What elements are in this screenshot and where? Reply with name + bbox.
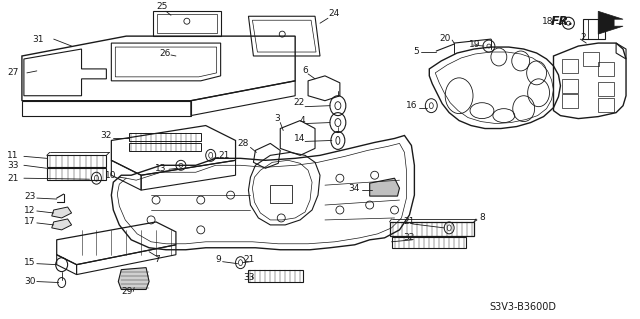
Bar: [47, 155, 106, 167]
Text: 7: 7: [154, 255, 160, 264]
Bar: [598, 62, 614, 76]
Polygon shape: [370, 178, 399, 196]
Text: 33: 33: [7, 161, 19, 170]
Bar: [129, 133, 201, 141]
Text: 10: 10: [105, 171, 116, 180]
Text: 13: 13: [154, 164, 166, 173]
Text: 28: 28: [237, 139, 248, 148]
Text: 5: 5: [413, 47, 419, 56]
Text: 4: 4: [300, 116, 305, 125]
Text: 30: 30: [24, 277, 35, 286]
Text: 16: 16: [406, 101, 417, 110]
Bar: [563, 94, 579, 108]
Text: 11: 11: [7, 151, 19, 160]
Bar: [270, 185, 292, 203]
Text: 8: 8: [479, 213, 484, 222]
Bar: [583, 19, 605, 39]
Bar: [129, 144, 201, 152]
Text: 34: 34: [348, 184, 360, 193]
Bar: [563, 59, 579, 73]
Text: 29: 29: [121, 287, 132, 296]
Bar: [583, 52, 599, 66]
Text: 32: 32: [403, 233, 414, 242]
Text: 21: 21: [219, 151, 230, 160]
Text: 6: 6: [302, 66, 308, 75]
Text: FR.: FR.: [550, 15, 573, 28]
Text: 32: 32: [100, 131, 111, 140]
Text: 31: 31: [32, 34, 44, 44]
Text: 17: 17: [24, 218, 35, 226]
Polygon shape: [598, 11, 623, 34]
Text: 9: 9: [215, 255, 221, 264]
Polygon shape: [52, 207, 72, 218]
Bar: [392, 237, 466, 248]
Bar: [390, 222, 474, 236]
Text: 20: 20: [439, 33, 451, 43]
Text: 24: 24: [328, 9, 339, 18]
Text: 22: 22: [294, 98, 305, 107]
Polygon shape: [118, 268, 149, 289]
Text: 33: 33: [243, 273, 255, 282]
Text: 2: 2: [580, 33, 586, 41]
Bar: [598, 98, 614, 112]
Text: 18: 18: [542, 17, 554, 26]
Text: 12: 12: [24, 205, 35, 214]
Bar: [563, 79, 579, 93]
Polygon shape: [52, 219, 72, 230]
Text: 21: 21: [7, 174, 19, 183]
Text: 26: 26: [159, 48, 170, 57]
Bar: [47, 168, 106, 180]
Text: 27: 27: [7, 68, 19, 78]
Text: 21: 21: [243, 255, 255, 264]
Text: 15: 15: [24, 258, 35, 267]
Text: 23: 23: [24, 192, 35, 201]
Text: 25: 25: [156, 2, 168, 11]
Text: S3V3-B3600D: S3V3-B3600D: [489, 302, 556, 312]
Bar: [248, 270, 303, 282]
Text: 21: 21: [403, 218, 414, 226]
Text: 14: 14: [294, 134, 305, 143]
Text: 3: 3: [275, 114, 280, 123]
Text: 19: 19: [469, 40, 481, 48]
Bar: [598, 82, 614, 96]
